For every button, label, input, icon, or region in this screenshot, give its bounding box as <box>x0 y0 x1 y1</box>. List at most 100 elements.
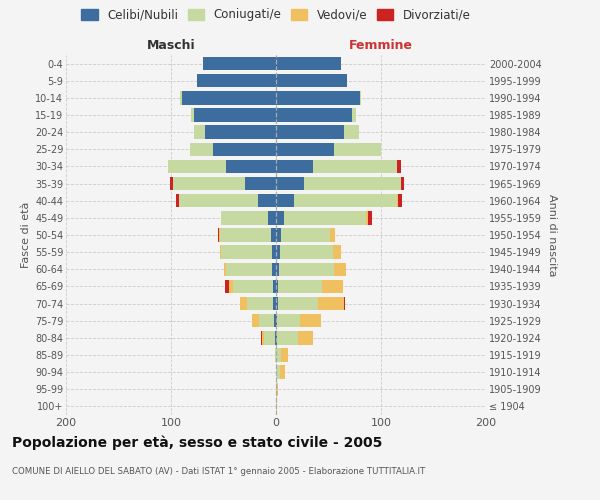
Bar <box>281 348 287 362</box>
Bar <box>322 280 343 293</box>
Bar <box>226 160 276 173</box>
Bar <box>318 297 344 310</box>
Bar <box>274 314 276 328</box>
Bar <box>197 74 276 88</box>
Bar <box>262 331 265 344</box>
Bar <box>191 108 194 122</box>
Bar <box>220 246 221 259</box>
Text: Maschi: Maschi <box>146 38 196 52</box>
Bar <box>279 262 334 276</box>
Bar <box>313 160 397 173</box>
Y-axis label: Fasce di età: Fasce di età <box>20 202 31 268</box>
Bar <box>280 246 332 259</box>
Bar <box>276 382 277 396</box>
Bar <box>276 228 281 241</box>
Bar <box>203 57 276 70</box>
Bar <box>397 194 398 207</box>
Bar <box>224 262 226 276</box>
Bar <box>276 400 277 413</box>
Bar <box>276 331 277 344</box>
Text: COMUNE DI AIELLO DEL SABATO (AV) - Dati ISTAT 1° gennaio 2005 - Elaborazione TUT: COMUNE DI AIELLO DEL SABATO (AV) - Dati … <box>12 467 425 476</box>
Bar <box>294 194 397 207</box>
Bar <box>278 297 318 310</box>
Bar <box>229 280 233 293</box>
Bar <box>277 382 278 396</box>
Bar <box>252 314 259 328</box>
Bar <box>276 297 278 310</box>
Bar <box>332 246 341 259</box>
Bar <box>233 280 273 293</box>
Bar <box>273 297 276 310</box>
Bar <box>224 280 229 293</box>
Bar <box>176 194 179 207</box>
Bar <box>276 160 313 173</box>
Bar <box>247 297 273 310</box>
Bar <box>179 194 258 207</box>
Bar <box>278 280 322 293</box>
Bar <box>221 211 268 224</box>
Bar <box>258 194 276 207</box>
Bar <box>401 177 404 190</box>
Bar <box>344 126 359 139</box>
Bar <box>304 177 401 190</box>
Bar <box>276 348 281 362</box>
Bar <box>170 177 173 190</box>
Legend: Celibi/Nubili, Coniugati/e, Vedovi/e, Divorziati/e: Celibi/Nubili, Coniugati/e, Vedovi/e, Di… <box>81 8 471 22</box>
Bar <box>194 126 205 139</box>
Bar <box>398 194 402 207</box>
Y-axis label: Anni di nascita: Anni di nascita <box>547 194 557 276</box>
Bar <box>334 262 346 276</box>
Bar <box>275 348 276 362</box>
Bar <box>213 142 276 156</box>
Bar <box>329 228 335 241</box>
Bar <box>194 108 276 122</box>
Bar <box>276 211 284 224</box>
Bar <box>276 74 347 88</box>
Bar <box>276 366 280 379</box>
Bar <box>284 211 366 224</box>
Bar <box>205 126 276 139</box>
Bar <box>334 142 381 156</box>
Bar <box>272 246 276 259</box>
Bar <box>268 211 276 224</box>
Bar <box>275 331 276 344</box>
Bar <box>344 297 346 310</box>
Bar <box>276 246 280 259</box>
Bar <box>368 211 371 224</box>
Bar <box>352 108 356 122</box>
Bar <box>220 228 271 241</box>
Bar <box>226 262 272 276</box>
Bar <box>272 262 276 276</box>
Text: Femmine: Femmine <box>349 38 413 52</box>
Bar <box>168 160 226 173</box>
Bar <box>276 280 278 293</box>
Bar <box>276 177 304 190</box>
Bar <box>300 314 321 328</box>
Bar <box>271 228 276 241</box>
Bar <box>245 177 276 190</box>
Bar <box>190 142 213 156</box>
Bar <box>221 246 272 259</box>
Bar <box>276 262 279 276</box>
Bar <box>276 91 360 104</box>
Bar <box>259 314 274 328</box>
Bar <box>273 280 276 293</box>
Text: Popolazione per età, sesso e stato civile - 2005: Popolazione per età, sesso e stato civil… <box>12 436 382 450</box>
Bar <box>181 91 182 104</box>
Bar <box>240 297 247 310</box>
Bar <box>276 108 352 122</box>
Bar <box>265 331 275 344</box>
Bar <box>276 126 344 139</box>
Bar <box>277 331 298 344</box>
Bar <box>182 91 276 104</box>
Bar <box>276 194 294 207</box>
Bar <box>360 91 361 104</box>
Bar <box>173 177 245 190</box>
Bar <box>276 314 277 328</box>
Bar <box>218 228 220 241</box>
Bar <box>280 366 286 379</box>
Bar <box>276 142 334 156</box>
Bar <box>276 57 341 70</box>
Bar <box>298 331 313 344</box>
Bar <box>397 160 401 173</box>
